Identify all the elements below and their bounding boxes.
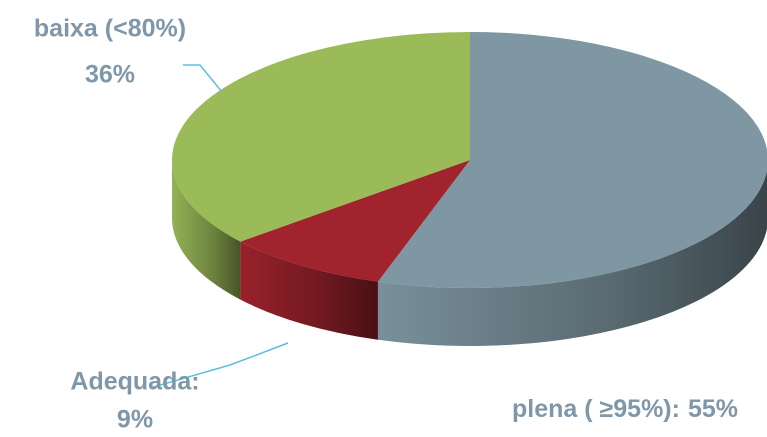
data-label: plena ( ≥95%): 55% <box>512 395 738 423</box>
data-label: 36% <box>85 61 135 89</box>
pie-sides <box>172 160 767 346</box>
value-label: 55% <box>688 395 738 423</box>
leader-line <box>183 64 223 93</box>
pie-slice <box>240 160 470 282</box>
leader-line <box>149 342 289 389</box>
data-label: baixa (<80%) <box>34 15 186 43</box>
slice-side-shade <box>240 241 378 340</box>
slice-side-shade <box>172 160 241 300</box>
pie-slice <box>377 32 767 288</box>
slice-side-shade <box>377 170 767 346</box>
pie-tops <box>171 32 767 288</box>
data-label: 9% <box>117 406 153 434</box>
category-label: plena ( ≥95%): <box>512 395 680 423</box>
pie-slice <box>171 32 470 242</box>
data-label: Adequada: <box>70 368 199 396</box>
